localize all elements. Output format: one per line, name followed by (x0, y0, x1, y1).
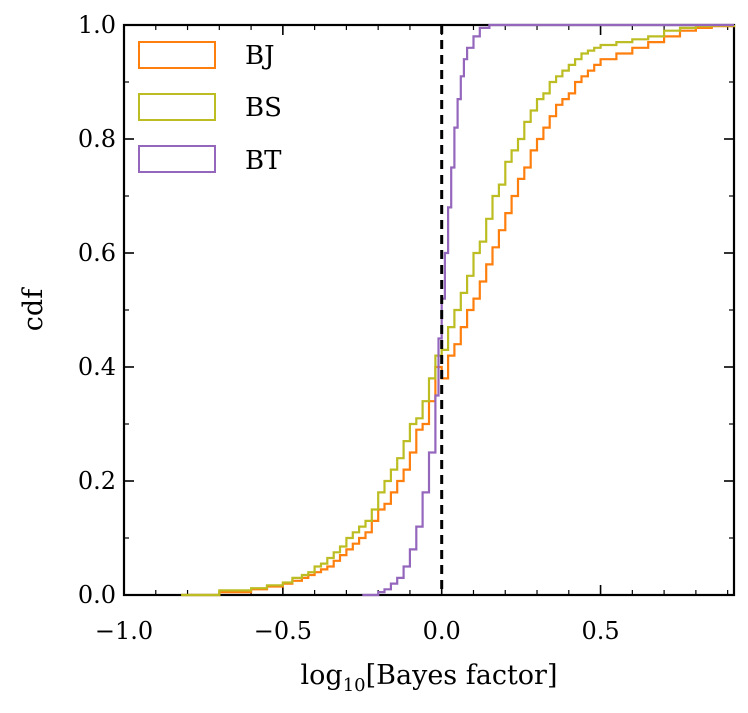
x-tick-label: −1.0 (95, 617, 153, 645)
series-line-bs (181, 24, 736, 597)
y-tick-label: 0.0 (78, 581, 116, 609)
legend-swatch-bj (138, 41, 216, 69)
legend-label-bj: BJ (245, 41, 275, 71)
legend-item-bs: BS (138, 93, 282, 123)
y-tick-label: 0.4 (78, 353, 116, 381)
y-tick-label: 0.8 (78, 125, 116, 153)
legend-label-bt: BT (245, 146, 282, 176)
series-line-bt (362, 23, 734, 597)
legend-label-bs: BS (245, 93, 282, 123)
series-line-bj (181, 25, 736, 597)
y-tick-label: 1.0 (78, 11, 116, 39)
x-tick-label: 0.0 (423, 617, 461, 645)
y-axis-label: cdf (18, 287, 49, 331)
legend-item-bt: BT (138, 145, 282, 176)
x-axis-label-base: log (301, 660, 343, 691)
legend-swatch-bs (138, 93, 216, 121)
y-tick-label: 0.6 (78, 239, 116, 267)
legend: BJ BS BT (138, 41, 282, 176)
x-axis-label-rest: [Bayes factor] (366, 660, 558, 691)
x-axis-label-subscript: 10 (343, 675, 366, 696)
legend-swatch-bt (138, 145, 216, 173)
tick-label-group: −1.0 −0.5 0.0 0.5 0.0 0.2 0.4 0.6 0.8 1.0 (78, 11, 620, 645)
x-tick-label: 0.5 (581, 617, 619, 645)
x-tick-label: −0.5 (254, 617, 312, 645)
y-tick-label: 0.2 (78, 467, 116, 495)
x-axis-label: log10[Bayes factor] (301, 660, 558, 696)
legend-item-bj: BJ (138, 41, 275, 71)
